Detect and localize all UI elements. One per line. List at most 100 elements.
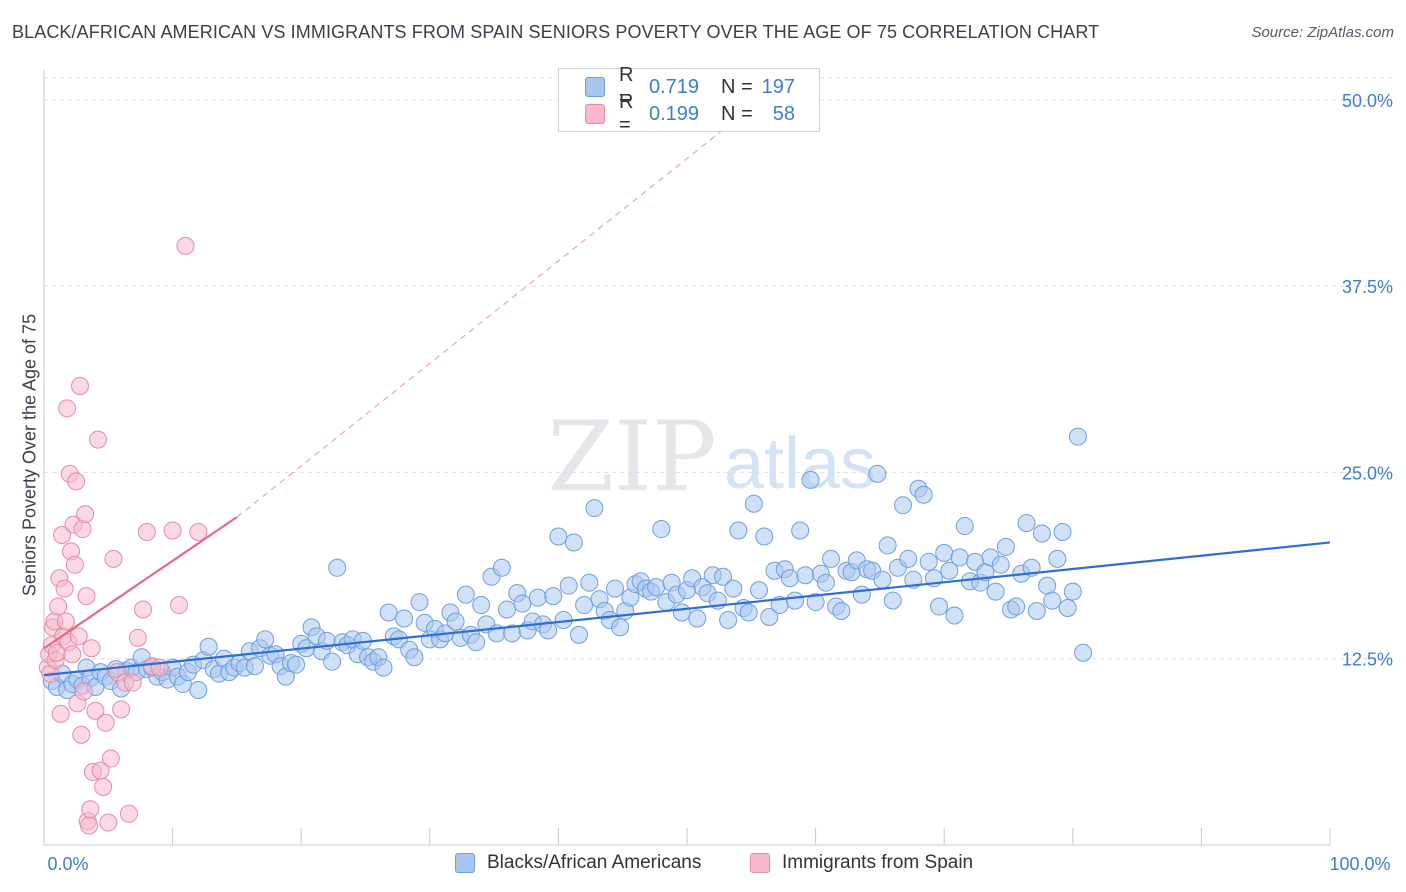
legend-r-label: R =: [619, 64, 634, 109]
point-blacks: [410, 593, 429, 612]
bottom-legend-label-blacks: Blacks/African Americans: [487, 852, 702, 873]
point-spain: [71, 376, 90, 395]
point-blacks: [816, 573, 835, 592]
point-spain: [123, 673, 142, 692]
point-blacks: [605, 579, 624, 598]
point-blacks: [755, 527, 774, 546]
point-blacks: [580, 573, 599, 592]
legend-swatch-blacks: [585, 77, 605, 97]
point-blacks: [492, 558, 511, 577]
point-blacks: [688, 609, 707, 628]
point-blacks: [245, 657, 264, 676]
point-blacks: [647, 578, 666, 597]
point-blacks: [832, 602, 851, 621]
point-blacks: [1043, 591, 1062, 610]
point-blacks: [199, 637, 218, 656]
point-blacks: [786, 591, 805, 610]
point-spain: [53, 526, 72, 544]
point-spain: [86, 701, 105, 720]
point-blacks: [739, 603, 758, 622]
point-blacks: [801, 470, 820, 489]
bottom-legend-blacks: Blacks/African Americans: [455, 852, 701, 874]
point-blacks: [996, 537, 1015, 556]
point-blacks: [287, 655, 306, 674]
point-spain: [72, 725, 91, 744]
legend-row-spain: R = 0.199 N = 58: [585, 91, 795, 136]
point-blacks: [760, 607, 779, 626]
point-blacks: [1063, 582, 1082, 601]
point-blacks: [395, 609, 414, 628]
point-spain: [69, 627, 88, 646]
point-spain: [119, 804, 138, 823]
point-blacks: [472, 596, 491, 615]
legend-r-value: 0.719: [649, 75, 700, 98]
point-blacks: [456, 585, 475, 604]
point-spain: [63, 645, 82, 664]
point-spain: [101, 749, 120, 768]
bottom-legend-label-spain: Immigrants from Spain: [782, 852, 974, 873]
point-blacks: [796, 566, 815, 585]
legend-n-label: N =: [721, 102, 753, 125]
point-spain: [55, 579, 74, 598]
x-tick-label: 0.0%: [47, 854, 88, 874]
watermark: ZIP atlas: [547, 401, 876, 513]
point-blacks: [1032, 524, 1051, 543]
point-spain: [96, 713, 115, 732]
legend-n-value: 197: [761, 75, 795, 98]
point-spain: [176, 236, 195, 255]
point-spain: [94, 777, 113, 796]
trend-line-blacks: [43, 541, 1331, 677]
watermark-atlas: atlas: [724, 424, 876, 504]
y-tick-label: 25.0%: [1342, 463, 1393, 483]
point-spain: [134, 600, 153, 619]
bottom-legend-swatch-blacks: [455, 853, 475, 873]
legend: R = 0.719 N = 197 R = 0.199 N = 58: [558, 64, 820, 136]
data-points: [38, 236, 1093, 835]
point-blacks: [991, 555, 1010, 574]
point-blacks: [585, 499, 604, 518]
point-blacks: [894, 496, 913, 515]
point-spain: [189, 523, 208, 542]
point-blacks: [750, 581, 769, 600]
point-blacks: [467, 633, 486, 652]
legend-n-label: N =: [721, 75, 753, 98]
point-spain: [58, 399, 77, 418]
point-blacks: [878, 536, 897, 555]
x-tick-label: 100.0%: [1329, 854, 1390, 874]
point-blacks: [569, 625, 588, 644]
point-spain: [80, 816, 99, 835]
point-spain: [51, 704, 70, 723]
point-blacks: [672, 603, 691, 622]
point-blacks: [539, 621, 558, 640]
point-spain: [137, 523, 156, 542]
point-spain: [170, 596, 189, 615]
point-blacks: [914, 485, 933, 504]
point-blacks: [528, 588, 547, 607]
point-spain: [73, 520, 92, 539]
point-blacks: [1007, 597, 1026, 616]
point-blacks: [714, 567, 733, 586]
point-blacks: [256, 630, 275, 649]
point-spain: [67, 472, 86, 491]
point-blacks: [930, 597, 949, 616]
trend-line-spain: [43, 516, 238, 650]
point-blacks: [822, 549, 841, 568]
point-blacks: [729, 521, 748, 540]
point-blacks: [1027, 602, 1046, 621]
point-blacks: [544, 587, 563, 606]
point-blacks: [549, 527, 568, 546]
legend-n-value: 58: [772, 102, 795, 125]
point-spain: [128, 628, 147, 647]
point-blacks: [559, 576, 578, 595]
point-blacks: [374, 658, 393, 677]
y-tick-label: 50.0%: [1342, 91, 1393, 111]
point-blacks: [955, 517, 974, 536]
bottom-legend-spain: Immigrants from Spain: [750, 852, 973, 874]
point-spain: [49, 597, 68, 616]
point-blacks: [1068, 427, 1087, 446]
point-blacks: [899, 549, 918, 568]
point-blacks: [1053, 523, 1072, 542]
y-axis-label: Seniors Poverty Over the Age of 75: [19, 313, 40, 597]
point-blacks: [189, 681, 208, 699]
